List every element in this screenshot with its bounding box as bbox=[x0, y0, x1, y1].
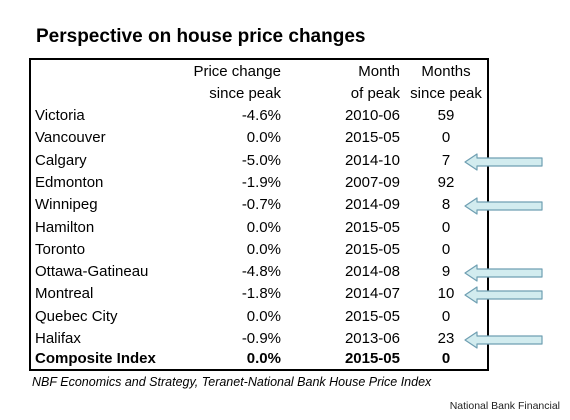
row-change: -0.9% bbox=[241, 330, 281, 347]
row-month: 2015-05 bbox=[344, 218, 400, 236]
row-month: 2014-08 bbox=[344, 263, 400, 281]
row-month: 2010-06 bbox=[344, 107, 400, 124]
header-month-l2: of peak bbox=[350, 85, 400, 102]
row-month: 2013-06 bbox=[344, 330, 400, 347]
row-months: 9 bbox=[441, 263, 451, 281]
row-months: 10 bbox=[437, 285, 455, 303]
row-city: Quebec City bbox=[35, 307, 118, 325]
row-month: 2015-05 bbox=[344, 129, 400, 147]
row-city: Vancouver bbox=[35, 129, 106, 147]
composite-months: 0 bbox=[441, 350, 451, 367]
header-months-l1: Months bbox=[421, 63, 471, 80]
header-change-l1: Price change bbox=[193, 63, 281, 80]
table-frame bbox=[29, 58, 489, 371]
row-change: 0.0% bbox=[246, 240, 281, 258]
header-month-l1: Month bbox=[358, 63, 400, 80]
composite-city: Composite Index bbox=[35, 350, 156, 367]
row-months: 59 bbox=[437, 107, 455, 124]
row-month: 2015-05 bbox=[344, 307, 400, 325]
left-arrow-icon bbox=[464, 152, 543, 171]
row-month: 2014-10 bbox=[344, 151, 400, 169]
source-note: NBF Economics and Strategy, Teranet-Nati… bbox=[32, 375, 432, 389]
left-arrow-icon bbox=[464, 286, 543, 304]
header-months-l2: since peak bbox=[410, 85, 482, 102]
header-change-l2: since peak bbox=[209, 85, 281, 102]
row-change: -1.9% bbox=[241, 173, 281, 191]
row-city: Ottawa-Gatineau bbox=[35, 263, 149, 281]
row-city: Toronto bbox=[35, 240, 86, 258]
left-arrow-icon bbox=[464, 264, 543, 282]
row-month: 2014-07 bbox=[344, 285, 400, 303]
row-month: 2007-09 bbox=[344, 173, 400, 191]
row-month: 2015-05 bbox=[344, 240, 400, 258]
row-months: 0 bbox=[441, 240, 451, 258]
row-city: Calgary bbox=[35, 151, 87, 169]
table-title: Perspective on house price changes bbox=[36, 26, 366, 47]
row-city: Halifax bbox=[35, 330, 81, 347]
row-months: 0 bbox=[441, 218, 451, 236]
row-change: -4.8% bbox=[241, 263, 281, 281]
row-change: 0.0% bbox=[246, 129, 281, 147]
row-months: 7 bbox=[441, 151, 451, 169]
row-change: -5.0% bbox=[241, 151, 281, 169]
composite-change: 0.0% bbox=[246, 350, 281, 367]
image-credit: National Bank Financial bbox=[449, 400, 560, 412]
row-city: Victoria bbox=[35, 107, 85, 124]
row-months: 0 bbox=[441, 307, 451, 325]
row-change: -4.6% bbox=[241, 107, 281, 124]
row-change: -1.8% bbox=[241, 285, 281, 303]
row-months: 92 bbox=[437, 173, 455, 191]
composite-month: 2015-05 bbox=[344, 350, 400, 367]
row-city: Hamilton bbox=[35, 218, 95, 236]
row-change: 0.0% bbox=[246, 307, 281, 325]
left-arrow-icon bbox=[464, 331, 543, 349]
row-city: Winnipeg bbox=[35, 196, 98, 214]
row-months: 23 bbox=[437, 330, 455, 347]
row-change: -0.7% bbox=[241, 196, 281, 214]
row-month: 2014-09 bbox=[344, 196, 400, 214]
row-months: 8 bbox=[441, 196, 451, 214]
row-months: 0 bbox=[441, 129, 451, 147]
row-city: Montreal bbox=[35, 285, 94, 303]
left-arrow-icon bbox=[464, 197, 543, 215]
row-change: 0.0% bbox=[246, 218, 281, 236]
row-city: Edmonton bbox=[35, 173, 104, 191]
